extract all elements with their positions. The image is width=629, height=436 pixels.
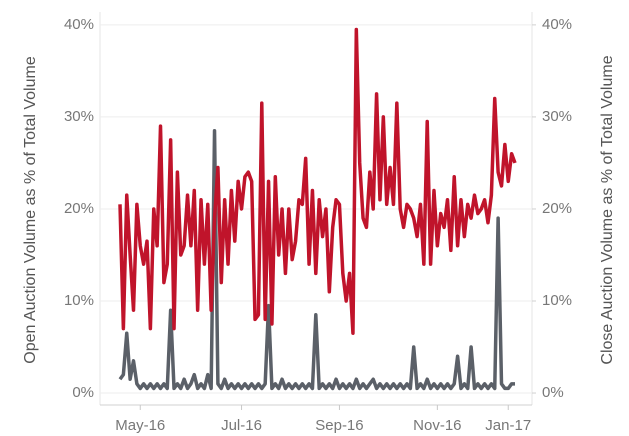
x-tick-label: May-16 <box>115 417 165 434</box>
y2-tick-label: 20% <box>542 200 572 217</box>
x-tick-label: Sep-16 <box>315 417 363 434</box>
y-axis-title: Open Auction Volume as % of Total Volume <box>22 56 39 364</box>
line-series <box>118 27 517 335</box>
y2-tick-label: 30% <box>542 108 572 125</box>
y2-tick-label: 0% <box>542 384 564 401</box>
y-tick-label: 30% <box>64 108 94 125</box>
x-tick-label: Jan-17 <box>485 417 531 434</box>
y2-axis-title: Close Auction Volume as % of Total Volum… <box>599 55 616 364</box>
y-tick-label: 10% <box>64 292 94 309</box>
x-tick-label: Jul-16 <box>221 417 262 434</box>
y-tick-label: 20% <box>64 200 94 217</box>
y-tick-label: 0% <box>72 384 94 401</box>
y-tick-label: 40% <box>64 16 94 33</box>
y2-tick-label: 10% <box>542 292 572 309</box>
line-series <box>118 128 515 391</box>
y2-tick-label: 40% <box>542 16 572 33</box>
x-tick-label: Nov-16 <box>413 417 461 434</box>
